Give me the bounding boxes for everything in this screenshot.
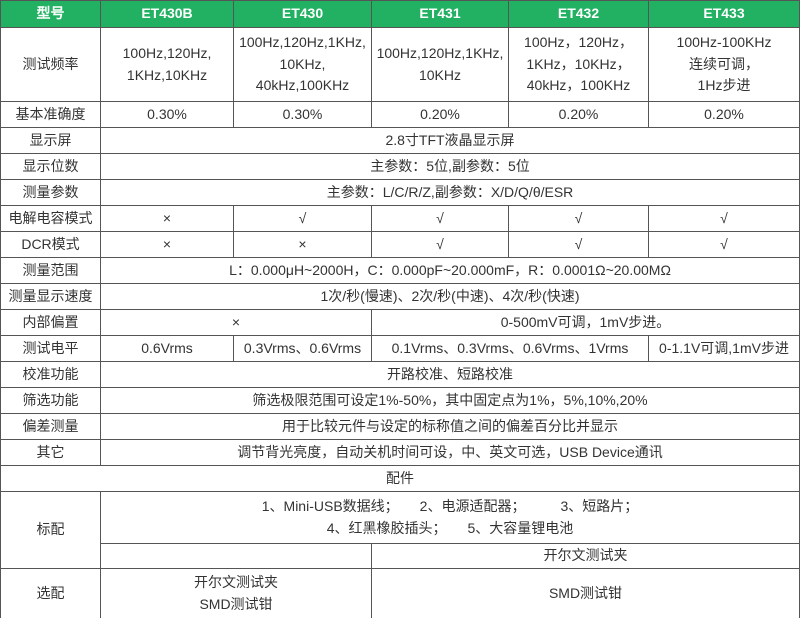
cell-accuracy-et433: 0.20% xyxy=(648,101,800,128)
label-basic-accuracy: 基本准确度 xyxy=(0,101,101,128)
row-calibration: 校准功能 开路校准、短路校准 xyxy=(0,361,800,388)
cell-deviation: 用于比较元件与设定的标称值之间的偏差百分比并显示 xyxy=(100,413,800,440)
row-accessories-title: 配件 xyxy=(0,465,800,492)
cell-dcr-et430b: × xyxy=(100,231,234,258)
cell-accuracy-et430b: 0.30% xyxy=(100,101,234,128)
header-et431: ET431 xyxy=(371,0,509,28)
row-standard-accessories: 标配 1、Mini-USB数据线； 2、电源适配器； 3、短路片； 4、红黑橡胶… xyxy=(0,491,800,569)
row-deviation: 偏差测量 用于比较元件与设定的标称值之间的偏差百分比并显示 xyxy=(0,413,800,440)
cell-standard-left-empty xyxy=(100,543,372,569)
cell-freq-et431: 100Hz,120Hz,1KHz, 10KHz xyxy=(371,27,509,102)
label-internal-bias: 内部偏置 xyxy=(0,309,101,336)
cell-freq-et433: 100Hz-100KHz 连续可调， 1Hz步进 xyxy=(648,27,800,102)
label-display-digits: 显示位数 xyxy=(0,153,101,180)
cell-accessories-title: 配件 xyxy=(0,465,800,492)
row-display-digits: 显示位数 主参数：5位,副参数：5位 xyxy=(0,153,800,180)
label-display-speed: 测量显示速度 xyxy=(0,283,101,310)
cell-sorting: 筛选极限范围可设定1%-50%，其中固定点为1%，5%,10%,20% xyxy=(100,387,800,414)
header-model-label: 型号 xyxy=(0,0,101,28)
cell-accuracy-et431: 0.20% xyxy=(371,101,509,128)
cell-accuracy-et430: 0.30% xyxy=(233,101,372,128)
label-optional-accessories: 选配 xyxy=(0,568,101,618)
label-test-level: 测试电平 xyxy=(0,335,101,362)
cell-electrolytic-et431: √ xyxy=(371,205,509,232)
row-test-frequency: 测试频率 100Hz,120Hz, 1KHz,10KHz 100Hz,120Hz… xyxy=(0,27,800,102)
row-sorting: 筛选功能 筛选极限范围可设定1%-50%，其中固定点为1%，5%,10%,20% xyxy=(0,387,800,414)
cell-freq-et430b: 100Hz,120Hz, 1KHz,10KHz xyxy=(100,27,234,102)
row-standard-accessories-sub: 开尔文测试夹 xyxy=(1,543,800,569)
cell-electrolytic-et430: √ xyxy=(233,205,372,232)
row-display-speed: 测量显示速度 1次/秒(慢速)、2次/秒(中速)、4次/秒(快速) xyxy=(0,283,800,310)
cell-measure-params: 主参数：L/C/R/Z,副参数：X/D/Q/θ/ESR xyxy=(100,179,800,206)
row-measure-range: 测量范围 L：0.000μH~2000H，C：0.000pF~20.000mF，… xyxy=(0,257,800,284)
header-et433: ET433 xyxy=(648,0,800,28)
label-dcr-mode: DCR模式 xyxy=(0,231,101,258)
label-deviation: 偏差测量 xyxy=(0,413,101,440)
row-basic-accuracy: 基本准确度 0.30% 0.30% 0.20% 0.20% 0.20% xyxy=(0,101,800,128)
cell-dcr-et431: √ xyxy=(371,231,509,258)
cell-bias-left: × xyxy=(100,309,372,336)
row-display-screen: 显示屏 2.8寸TFT液晶显示屏 xyxy=(0,127,800,154)
row-electrolytic-mode: 电解电容模式 × √ √ √ √ xyxy=(0,205,800,232)
cell-level-et430: 0.3Vrms、0.6Vrms xyxy=(233,335,372,362)
label-test-frequency: 测试频率 xyxy=(0,27,101,102)
label-electrolytic-mode: 电解电容模式 xyxy=(0,205,101,232)
cell-standard-kelvin-clip: 开尔文测试夹 xyxy=(371,543,800,569)
cell-display-speed: 1次/秒(慢速)、2次/秒(中速)、4次/秒(快速) xyxy=(100,283,800,310)
cell-accuracy-et432: 0.20% xyxy=(508,101,649,128)
cell-display-screen: 2.8寸TFT液晶显示屏 xyxy=(100,127,800,154)
label-display-screen: 显示屏 xyxy=(0,127,101,154)
label-calibration: 校准功能 xyxy=(0,361,101,388)
row-internal-bias: 内部偏置 × 0-500mV可调，1mV步进。 xyxy=(0,309,800,336)
header-et432: ET432 xyxy=(508,0,649,28)
cell-level-et433: 0-1.1V可调,1mV步进 xyxy=(648,335,800,362)
cell-display-digits: 主参数：5位,副参数：5位 xyxy=(100,153,800,180)
row-dcr-mode: DCR模式 × × √ √ √ xyxy=(0,231,800,258)
cell-other: 调节背光亮度，自动关机时间可设，中、英文可选，USB Device通讯 xyxy=(100,439,800,466)
header-et430: ET430 xyxy=(233,0,372,28)
cell-electrolytic-et433: √ xyxy=(648,205,800,232)
label-sorting: 筛选功能 xyxy=(0,387,101,414)
cell-bias-right: 0-500mV可调，1mV步进。 xyxy=(371,309,800,336)
label-other: 其它 xyxy=(0,439,101,466)
label-standard-accessories: 标配 xyxy=(0,491,101,569)
cell-dcr-et432: √ xyxy=(508,231,649,258)
cell-optional-left: 开尔文测试夹 SMD测试钳 xyxy=(100,568,372,618)
row-test-level: 测试电平 0.6Vrms 0.3Vrms、0.6Vrms 0.1Vrms、0.3… xyxy=(0,335,800,362)
cell-electrolytic-et432: √ xyxy=(508,205,649,232)
cell-freq-et430: 100Hz,120Hz,1KHz, 10KHz, 40kHz,100KHz xyxy=(233,27,372,102)
cell-calibration: 开路校准、短路校准 xyxy=(100,361,800,388)
label-measure-params: 测量参数 xyxy=(0,179,101,206)
header-et430b: ET430B xyxy=(100,0,234,28)
label-measure-range: 测量范围 xyxy=(0,257,101,284)
cell-measure-range: L：0.000μH~2000H，C：0.000pF~20.000mF，R：0.0… xyxy=(100,257,800,284)
cell-level-et430b: 0.6Vrms xyxy=(100,335,234,362)
cell-electrolytic-et430b: × xyxy=(100,205,234,232)
cell-standard-items: 1、Mini-USB数据线； 2、电源适配器； 3、短路片； 4、红黑橡胶插头；… xyxy=(100,491,800,544)
cell-optional-right: SMD测试钳 xyxy=(371,568,800,618)
cell-freq-et432: 100Hz，120Hz， 1KHz，10KHz， 40kHz，100KHz xyxy=(508,27,649,102)
cell-level-et431-et432: 0.1Vrms、0.3Vrms、0.6Vrms、1Vrms xyxy=(371,335,649,362)
row-other: 其它 调节背光亮度，自动关机时间可设，中、英文可选，USB Device通讯 xyxy=(0,439,800,466)
header-row: 型号 ET430B ET430 ET431 ET432 ET433 xyxy=(0,0,800,28)
row-optional-accessories: 选配 开尔文测试夹 SMD测试钳 SMD测试钳 xyxy=(0,568,800,618)
cell-dcr-et433: √ xyxy=(648,231,800,258)
cell-dcr-et430: × xyxy=(233,231,372,258)
row-measure-params: 测量参数 主参数：L/C/R/Z,副参数：X/D/Q/θ/ESR xyxy=(0,179,800,206)
